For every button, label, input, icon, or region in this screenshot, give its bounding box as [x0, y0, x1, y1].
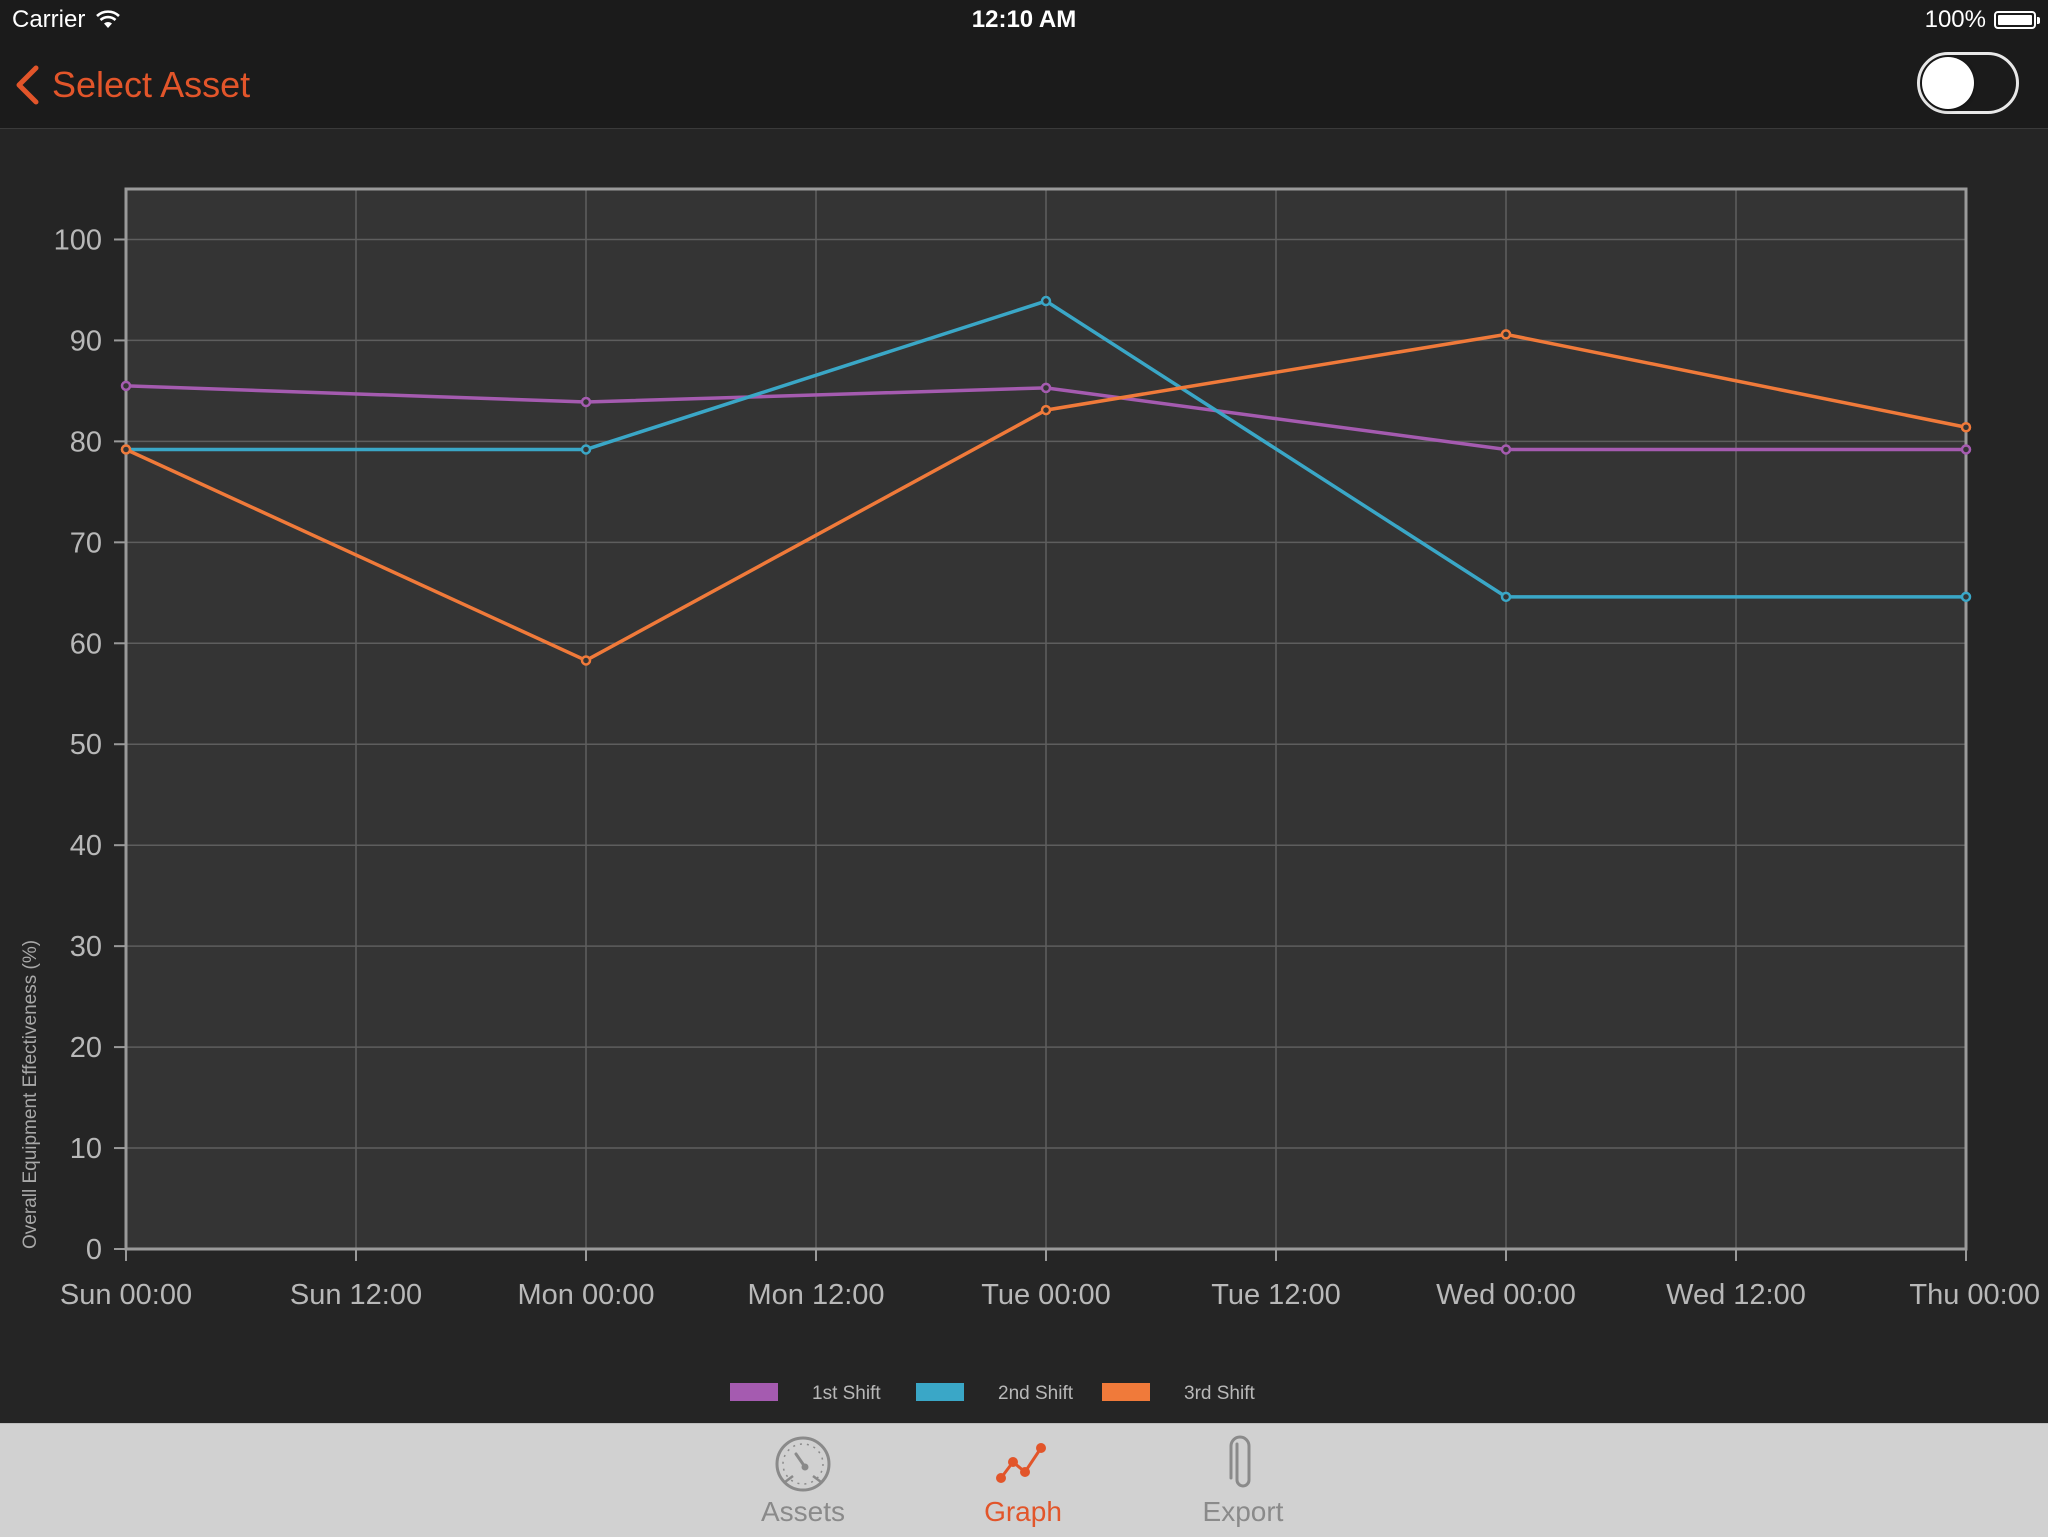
y-tick-label: 90 [70, 325, 102, 357]
tab-export-label: Export [1202, 1496, 1284, 1527]
status-time: 12:10 AM [971, 6, 1077, 33]
data-point [580, 396, 592, 408]
tab-assets-label: Assets [760, 1496, 846, 1527]
tab-graph-label: Graph [984, 1496, 1062, 1527]
legend-item: 3rd Shift [1102, 1383, 1255, 1404]
graph-icon [996, 1443, 1046, 1483]
legend-swatch [916, 1383, 964, 1401]
data-point [580, 655, 592, 666]
y-tick-label: 40 [70, 830, 102, 862]
data-point [1040, 295, 1052, 307]
battery-status: 100% [1924, 6, 2040, 34]
tab-export[interactable]: Export [1163, 1434, 1323, 1534]
legend-label: 2nd Shift [998, 1383, 1074, 1404]
x-axis-ticks: Sun 00:00 Sun 12:00 Mon 00:00 Mon 12:00 Tue … [60, 1249, 2040, 1311]
data-point [1960, 591, 1972, 603]
y-tick-label: 60 [70, 628, 102, 660]
y-tick-label: 50 [70, 729, 102, 761]
y-axis-label: Overall Equipment Effectiveness (%) [20, 940, 41, 1249]
data-point [1040, 404, 1052, 416]
series-1 [120, 380, 1972, 455]
tab-graph[interactable]: Graph [943, 1434, 1103, 1534]
data-point [1500, 444, 1512, 455]
oee-line-chart: 0 10 20 30 40 50 60 70 80 90 100 Sun 00:00 Sun 12:0… [20, 187, 2040, 1404]
tab-bar: Assets Graph Export [0, 1423, 2048, 1537]
legend-swatch [730, 1383, 778, 1401]
y-tick-label: 80 [70, 426, 102, 458]
chevron-left-icon [16, 65, 39, 105]
x-tick-label: Sun 12:00 [290, 1279, 422, 1311]
y-tick-label: 30 [70, 931, 102, 963]
legend-item: 2nd Shift [916, 1383, 1074, 1404]
x-tick-label: Sun 00:00 [60, 1279, 192, 1311]
back-button[interactable]: Select Asset [14, 60, 250, 110]
legend-label: 3rd Shift [1184, 1383, 1255, 1404]
data-point [580, 444, 592, 455]
gauge-icon [775, 1436, 831, 1492]
y-axis-ticks: 0 10 20 30 40 50 60 70 80 90 100 [54, 224, 126, 1266]
chart-legend: 1st Shift 2nd Shift 3rd Shift [730, 1383, 1255, 1404]
legend-label: 1st Shift [812, 1383, 881, 1404]
battery-icon [1994, 11, 2040, 29]
data-point [120, 444, 132, 455]
data-point [1960, 444, 1972, 455]
battery-percent: 100% [1924, 6, 1986, 33]
toggle-knob [1922, 57, 1974, 109]
y-tick-label: 100 [54, 224, 102, 256]
x-tick-label: Tue 12:00 [1211, 1279, 1341, 1311]
x-tick-label: Mon 00:00 [517, 1279, 654, 1311]
legend-swatch [1102, 1383, 1150, 1401]
data-point [1500, 329, 1512, 340]
carrier-info: Carrier [12, 6, 121, 34]
carrier-label: Carrier [12, 6, 86, 33]
y-tick-label: 10 [70, 1133, 102, 1165]
y-tick-label: 20 [70, 1032, 102, 1064]
x-tick-label: Tue 00:00 [981, 1279, 1111, 1311]
status-bar: Carrier 12:10 AM 100% [0, 0, 2048, 42]
data-point [1960, 421, 1972, 433]
x-tick-label: Mon 12:00 [747, 1279, 884, 1311]
x-tick-label: Wed 12:00 [1666, 1279, 1806, 1311]
data-series [120, 295, 1972, 666]
legend-item: 1st Shift [730, 1383, 881, 1404]
wifi-icon [96, 10, 121, 28]
paperclip-icon [1229, 1435, 1251, 1488]
y-tick-label: 70 [70, 527, 102, 559]
x-tick-label: Wed 00:00 [1436, 1279, 1576, 1311]
view-toggle-switch[interactable] [1917, 52, 2019, 114]
y-tick-label: 0 [86, 1234, 102, 1266]
data-point [1040, 382, 1052, 394]
data-point [120, 380, 132, 392]
tab-assets[interactable]: Assets [723, 1434, 883, 1534]
back-button-label: Select Asset [52, 64, 251, 105]
series-3 [120, 329, 1972, 666]
x-tick-label: Thu 00:00 [1909, 1279, 2040, 1311]
navigation-bar: Select Asset [0, 42, 2048, 129]
chart-area: 0 10 20 30 40 50 60 70 80 90 100 Sun 00:00 Sun 12:0… [0, 129, 2048, 1423]
data-point [1500, 591, 1512, 603]
